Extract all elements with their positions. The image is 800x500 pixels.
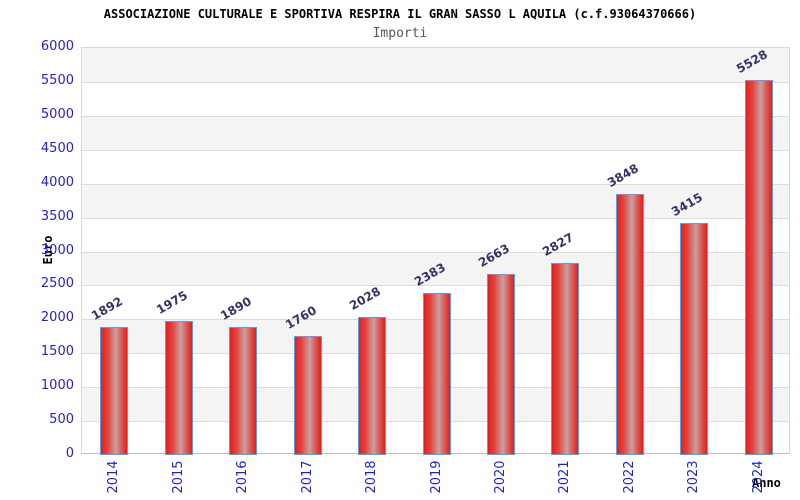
bar (487, 274, 515, 455)
chart-subtitle: Importi (372, 26, 428, 41)
gridline (82, 82, 789, 83)
x-tick-label: 2024 (750, 460, 766, 494)
x-tick-label: 2017 (299, 460, 315, 494)
x-tick-label: 2020 (492, 460, 508, 494)
bar (680, 223, 708, 455)
bar (423, 293, 451, 455)
y-tick-label: 500 (49, 412, 74, 428)
x-tick-label: 2014 (106, 460, 122, 494)
gridline (82, 184, 789, 185)
x-tick-label: 2021 (557, 460, 573, 494)
y-tick-label: 4000 (40, 174, 74, 190)
y-tick-label: 0 (65, 446, 74, 461)
bar (165, 321, 193, 455)
bar (551, 263, 579, 455)
y-tick-label: 6000 (40, 39, 74, 54)
stripe-band (82, 115, 789, 150)
y-tick-label: 4500 (40, 140, 74, 156)
x-tick-label: 2022 (621, 460, 637, 494)
bar (358, 317, 386, 455)
bar (745, 80, 773, 455)
y-tick-label: 3000 (40, 242, 74, 258)
y-tick-label: 2000 (40, 310, 74, 326)
bar (100, 327, 128, 455)
y-tick-label: 5000 (40, 106, 74, 122)
y-tick-label: 1000 (40, 378, 74, 394)
stripe-band (82, 251, 789, 286)
bar (229, 327, 257, 455)
bar (616, 194, 644, 455)
chart-title: ASSOCIAZIONE CULTURALE E SPORTIVA RESPIR… (103, 7, 697, 21)
bar (294, 336, 322, 455)
x-tick-label: 2016 (235, 460, 251, 494)
gridline (82, 116, 789, 117)
gridline (82, 150, 789, 151)
y-tick-label: 2500 (40, 276, 74, 292)
y-tick-label: 1500 (40, 344, 74, 360)
gridline (82, 218, 789, 219)
stripe-band (82, 82, 789, 116)
gridline (82, 252, 789, 253)
x-tick-label: 2019 (428, 460, 444, 494)
x-tick-label: 2018 (364, 460, 380, 494)
y-tick-label: 5500 (40, 72, 74, 88)
y-tick-label: 3500 (40, 208, 74, 224)
stripe-band (82, 48, 789, 82)
stripe-band (82, 150, 789, 184)
x-tick-label: 2023 (686, 460, 702, 494)
x-tick-label: 2015 (170, 460, 186, 494)
stripe-band (82, 183, 789, 218)
plot-area: 1892 1975 1890 1760 2028 2383 2663 2827 3848 3415… (81, 47, 790, 455)
x-axis-label: Anno (752, 476, 781, 490)
gridline (82, 285, 789, 286)
